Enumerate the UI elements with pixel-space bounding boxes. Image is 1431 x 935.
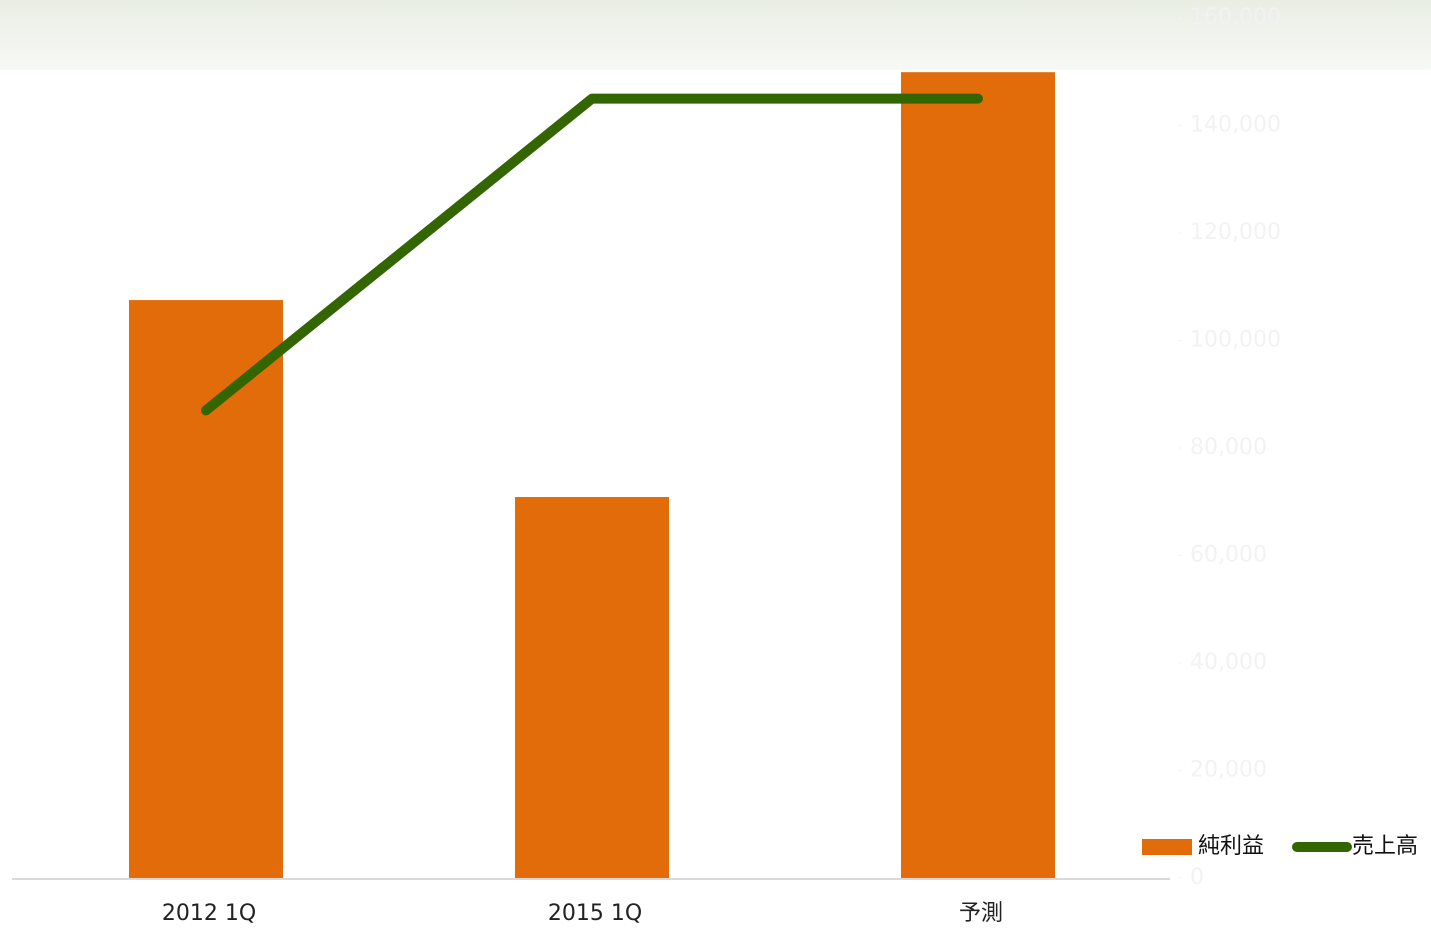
x-tick-label: 予測 (959, 901, 1003, 926)
x-tick-label: 2012 1Q (162, 901, 256, 926)
line (201, 93, 983, 416)
y2-tick-label: 60,000 (1190, 543, 1267, 568)
x-tick-label: 2015 1Q (548, 901, 642, 926)
bar (901, 72, 1055, 879)
y2-tick-label: 140,000 (1190, 113, 1281, 138)
legend-label: 売上高 (1352, 834, 1418, 859)
y2-tick-label: 0 (1190, 865, 1204, 890)
y2-tick-label: 100,000 (1190, 328, 1281, 353)
y2-tick-label: 160,000 (1190, 5, 1281, 30)
banner (0, 0, 1431, 70)
legend-label: 純利益 (1198, 834, 1264, 859)
y2-tick-label: 20,000 (1190, 758, 1267, 783)
y2-tick-label: 120,000 (1190, 220, 1281, 245)
legend-swatch (1142, 839, 1192, 855)
y2-tick-label: 40,000 (1190, 650, 1267, 675)
y2-tick-label: 80,000 (1190, 435, 1267, 460)
bar (515, 497, 669, 878)
bar (129, 300, 283, 879)
